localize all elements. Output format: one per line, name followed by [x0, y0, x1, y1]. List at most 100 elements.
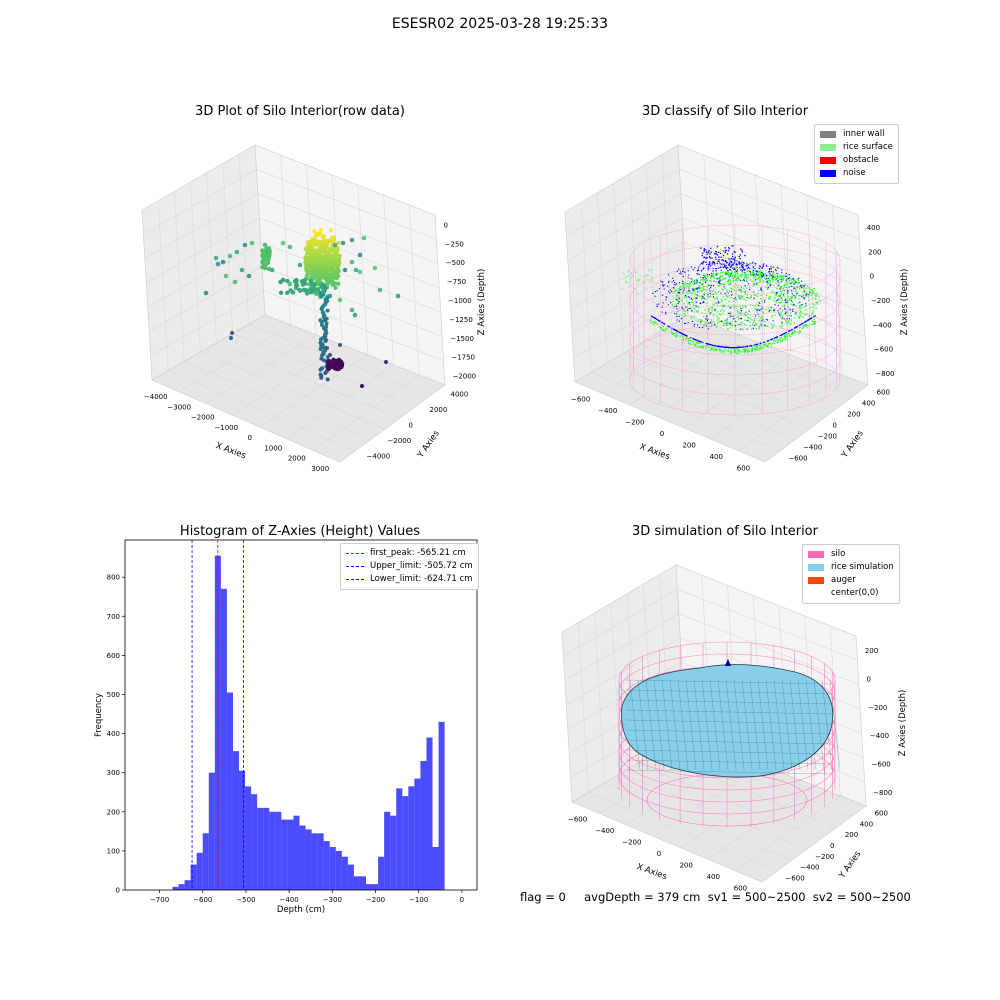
classify-point — [759, 342, 762, 344]
classify-point — [734, 325, 737, 327]
classify-point — [776, 339, 778, 341]
classify-point — [770, 284, 772, 286]
classify-point — [696, 281, 698, 283]
classify-point — [728, 278, 730, 280]
classify-point — [703, 250, 705, 253]
classify-point — [679, 336, 681, 338]
classify-point — [764, 324, 766, 326]
classify-point — [734, 260, 736, 262]
cls-grid-line — [685, 266, 866, 337]
classify-point — [697, 295, 699, 297]
classify-point — [697, 273, 699, 275]
classify-point — [772, 338, 774, 340]
classify-point — [789, 323, 791, 326]
classify-point — [818, 296, 820, 298]
cls-grid-line — [682, 217, 863, 289]
classify-point — [755, 283, 757, 286]
classify-point — [793, 288, 795, 290]
sim-y-label: Y Axies — [837, 849, 864, 881]
raw-point — [377, 287, 383, 293]
classify-point — [651, 315, 653, 317]
classify-point — [708, 267, 710, 269]
classify-point — [740, 291, 742, 294]
classify-point — [768, 309, 771, 311]
classify-point — [799, 308, 801, 310]
classify-point — [753, 280, 755, 283]
classify-point — [708, 263, 710, 266]
classify-point — [754, 308, 756, 310]
raw-point — [261, 262, 267, 268]
classify-point — [728, 276, 730, 278]
classify-point — [732, 325, 734, 327]
classify-point — [735, 270, 737, 272]
classify-point — [790, 282, 792, 285]
classify-point — [815, 301, 817, 304]
classify-point — [713, 308, 716, 311]
classify-point — [724, 319, 726, 321]
classify-point — [732, 318, 734, 320]
classify-point — [764, 278, 767, 281]
classify-point — [653, 317, 656, 319]
classify-point — [806, 327, 808, 329]
classify-point — [755, 345, 757, 347]
classify-point — [690, 337, 692, 339]
classify-point — [747, 350, 749, 352]
raw-point — [308, 278, 314, 284]
cls-grid-line — [645, 164, 657, 335]
classify-point — [716, 262, 718, 265]
classify-point — [698, 288, 701, 290]
classify-point — [670, 331, 672, 333]
classify-point — [708, 308, 710, 311]
classify-point — [793, 330, 796, 332]
classify-point — [693, 343, 695, 345]
classify-point — [766, 319, 769, 321]
classify-point — [700, 341, 702, 343]
classify-point — [749, 286, 751, 288]
classify-point — [788, 314, 790, 317]
classify-point — [777, 281, 779, 283]
classify-point — [733, 298, 735, 300]
classify-point — [757, 273, 759, 275]
classify-point — [727, 348, 729, 351]
classify-point — [749, 267, 751, 269]
cls-y-tick: 400 — [862, 400, 875, 408]
classify-point — [791, 295, 794, 297]
classify-point — [785, 302, 787, 304]
raw-point — [232, 279, 238, 285]
classify-point — [665, 299, 667, 301]
classify-point — [718, 345, 720, 348]
classify-point — [705, 318, 707, 320]
classify-point — [698, 286, 701, 288]
classify-point — [741, 328, 743, 330]
classify-point — [691, 281, 693, 284]
classify-point — [704, 348, 707, 350]
classify-point — [714, 348, 717, 350]
classify-point — [779, 298, 781, 300]
raw-grid-line — [357, 184, 369, 356]
classify-point — [787, 300, 789, 302]
classify-point — [703, 280, 705, 283]
classify-point — [801, 287, 803, 289]
classify-point — [693, 291, 696, 293]
rice-mesh-line — [733, 679, 745, 771]
classify-point — [747, 266, 749, 268]
classify-point — [702, 315, 705, 318]
classify-point — [801, 280, 803, 282]
sim-grid-line — [677, 589, 858, 661]
classify-point — [724, 287, 726, 289]
classify-point — [695, 305, 697, 307]
classify-point — [665, 328, 667, 330]
legend-swatch — [820, 131, 836, 138]
classify-point — [709, 262, 711, 264]
classify-point — [697, 341, 699, 344]
classify-point — [691, 341, 694, 343]
classify-point — [742, 346, 744, 348]
classify-point — [746, 270, 748, 273]
classify-point — [675, 289, 677, 292]
histogram-bar — [305, 829, 312, 890]
classify-point — [732, 315, 734, 317]
classify-point — [729, 260, 731, 262]
legend-line — [346, 579, 364, 580]
classify-point — [682, 286, 685, 288]
raw-point — [395, 293, 401, 299]
